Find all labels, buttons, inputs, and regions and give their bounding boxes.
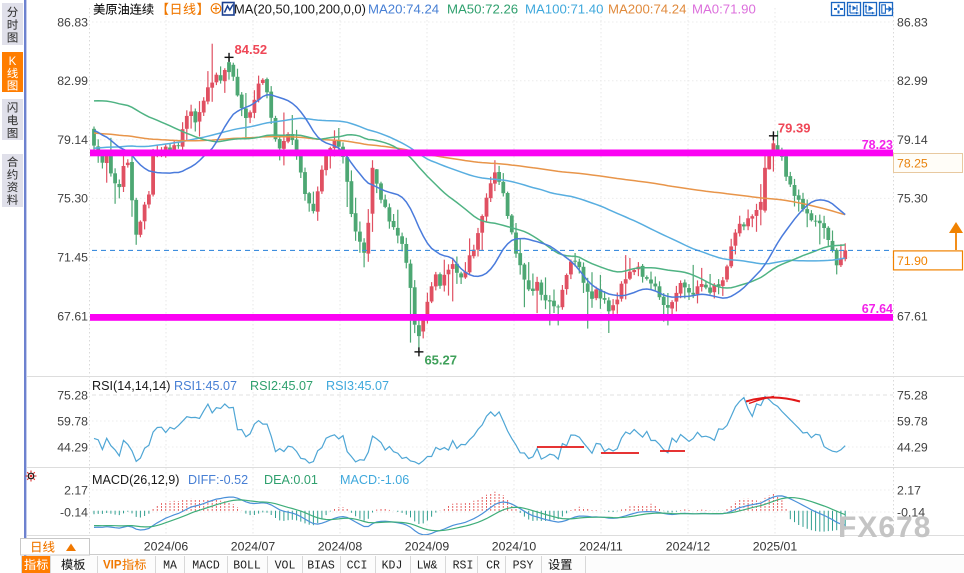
svg-text:59.78: 59.78 — [897, 414, 928, 428]
svg-text:MA200:74.24: MA200:74.24 — [608, 2, 686, 17]
svg-text:RSI1:45.07: RSI1:45.07 — [174, 379, 237, 393]
svg-text:75.28: 75.28 — [57, 388, 88, 402]
svg-text:K: K — [9, 56, 17, 68]
svg-text:MA: MA — [163, 560, 177, 573]
svg-text:DIFF:-0.52: DIFF:-0.52 — [188, 473, 248, 487]
svg-text:MA(20,50,100,200,0,0): MA(20,50,100,200,0,0) — [234, 2, 366, 17]
svg-text:84.52: 84.52 — [235, 42, 268, 57]
svg-text:LW&: LW& — [417, 560, 438, 573]
svg-text:67.64: 67.64 — [862, 302, 893, 316]
svg-text:71.45: 71.45 — [57, 251, 88, 265]
svg-text:82.99: 82.99 — [897, 74, 928, 88]
svg-text:82.99: 82.99 — [57, 74, 88, 88]
svg-text:86.83: 86.83 — [897, 15, 928, 29]
svg-text:CR: CR — [486, 560, 500, 573]
svg-text:71.90: 71.90 — [897, 254, 928, 268]
svg-text:59.78: 59.78 — [57, 414, 88, 428]
svg-text:BOLL: BOLL — [233, 560, 261, 573]
svg-text:2024/10: 2024/10 — [492, 540, 537, 554]
svg-text:75.28: 75.28 — [897, 388, 928, 402]
svg-text:PSY: PSY — [513, 560, 534, 573]
svg-text:MACD: MACD — [192, 560, 220, 573]
svg-text:MACD:-1.06: MACD:-1.06 — [340, 473, 409, 487]
svg-text:2.17: 2.17 — [64, 483, 88, 497]
svg-text:2024/07: 2024/07 — [231, 540, 276, 554]
svg-text:78.23: 78.23 — [862, 138, 893, 152]
svg-text:2024/09: 2024/09 — [405, 540, 450, 554]
svg-text:RSI3:45.07: RSI3:45.07 — [326, 379, 389, 393]
svg-text:MA0:71.90: MA0:71.90 — [692, 2, 756, 17]
svg-text:-0.14: -0.14 — [60, 505, 88, 519]
svg-text:KDJ: KDJ — [382, 560, 403, 573]
svg-text:86.83: 86.83 — [57, 15, 88, 29]
svg-text:75.30: 75.30 — [57, 192, 88, 206]
svg-text:MA100:71.40: MA100:71.40 — [525, 2, 603, 17]
svg-text:MA20:74.24: MA20:74.24 — [368, 2, 439, 17]
svg-text:2024/08: 2024/08 — [318, 540, 363, 554]
svg-text:67.61: 67.61 — [57, 309, 88, 323]
svg-text:MACD(26,12,9): MACD(26,12,9) — [92, 473, 180, 487]
svg-text:DEA:0.01: DEA:0.01 — [264, 473, 318, 487]
svg-text:FX678: FX678 — [838, 511, 931, 544]
svg-text:44.29: 44.29 — [897, 440, 928, 454]
svg-text:2.17: 2.17 — [897, 483, 921, 497]
svg-text:65.27: 65.27 — [424, 352, 457, 367]
svg-text:MA50:72.26: MA50:72.26 — [447, 2, 518, 17]
svg-text:44.29: 44.29 — [57, 440, 88, 454]
svg-text:75.30: 75.30 — [897, 192, 928, 206]
svg-text:BIAS: BIAS — [307, 560, 335, 573]
svg-text:79.14: 79.14 — [897, 133, 928, 147]
svg-text:CCI: CCI — [347, 560, 368, 573]
svg-text:78.25: 78.25 — [897, 157, 928, 171]
svg-text:RSI(14,14,14): RSI(14,14,14) — [92, 379, 170, 393]
svg-text:67.61: 67.61 — [897, 309, 928, 323]
svg-text:2024/12: 2024/12 — [666, 540, 711, 554]
svg-text:VIP: VIP — [103, 560, 122, 572]
svg-text:2024/06: 2024/06 — [144, 540, 189, 554]
svg-text:79.39: 79.39 — [778, 120, 811, 135]
svg-text:79.14: 79.14 — [57, 133, 88, 147]
svg-text:VOL: VOL — [275, 560, 296, 573]
svg-text:RSI: RSI — [453, 560, 474, 573]
svg-text:RSI2:45.07: RSI2:45.07 — [250, 379, 313, 393]
svg-text:-0.14: -0.14 — [897, 505, 925, 519]
svg-text:2025/01: 2025/01 — [753, 540, 798, 554]
svg-text:2024/11: 2024/11 — [579, 540, 623, 554]
